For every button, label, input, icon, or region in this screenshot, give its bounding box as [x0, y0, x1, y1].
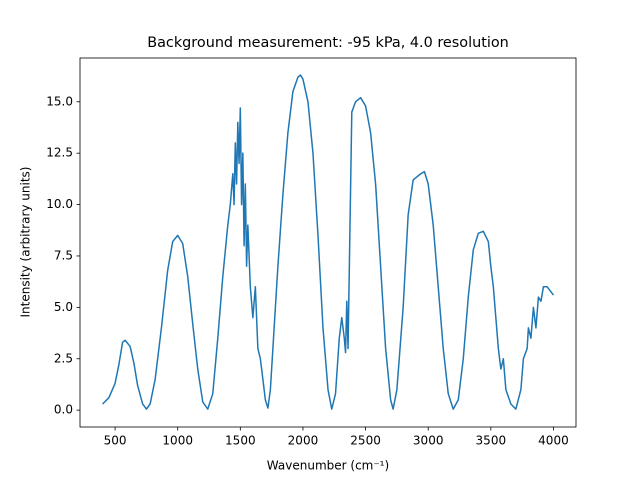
y-tick-label: 10.0 [46, 197, 73, 211]
x-tick-label: 3500 [476, 434, 507, 448]
axes-frame [79, 57, 577, 428]
y-tick-label: 5.0 [54, 300, 73, 314]
x-tick-label: 1500 [225, 434, 256, 448]
y-axis-label: Intensity (arbitrary units) [19, 167, 33, 318]
x-tick-label: 2500 [350, 434, 381, 448]
y-tick-label: 0.0 [54, 403, 73, 417]
x-tick-label: 3000 [413, 434, 444, 448]
x-axis-label: Wavenumber (cm⁻¹) [267, 459, 389, 473]
x-tick-label: 4000 [538, 434, 569, 448]
y-tick-label: 15.0 [46, 94, 73, 108]
data-line [102, 74, 555, 410]
y-tick-label: 7.5 [54, 248, 73, 262]
x-tick-label: 500 [104, 434, 127, 448]
x-tick-label: 2000 [288, 434, 319, 448]
y-tick-label: 12.5 [46, 146, 73, 160]
y-tick-label: 2.5 [54, 351, 73, 365]
chart-title: Background measurement: -95 kPa, 4.0 res… [147, 35, 509, 51]
x-tick-label: 1000 [162, 434, 193, 448]
